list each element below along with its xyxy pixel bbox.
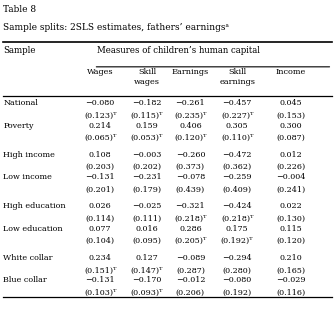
Text: −0.029: −0.029 — [276, 276, 305, 284]
Text: −0.131: −0.131 — [86, 276, 115, 284]
Text: National: National — [3, 99, 38, 108]
Text: (0.218)ᵀ: (0.218)ᵀ — [221, 215, 254, 223]
Text: (0.362): (0.362) — [222, 163, 252, 171]
Text: −0.472: −0.472 — [222, 151, 252, 159]
Text: (0.192): (0.192) — [222, 289, 252, 297]
Text: (0.202): (0.202) — [132, 163, 162, 171]
Text: −0.080: −0.080 — [222, 276, 252, 284]
Text: (0.280): (0.280) — [223, 266, 252, 274]
Text: (0.095): (0.095) — [133, 237, 161, 245]
Text: Low education: Low education — [3, 225, 63, 233]
Text: (0.123)ᵀ: (0.123)ᵀ — [84, 112, 117, 120]
Text: (0.120): (0.120) — [276, 237, 305, 245]
Text: −0.294: −0.294 — [222, 254, 252, 262]
Text: Low income: Low income — [3, 173, 52, 181]
Text: (0.104): (0.104) — [86, 237, 115, 245]
Text: −0.182: −0.182 — [132, 99, 162, 108]
Text: −0.089: −0.089 — [176, 254, 205, 262]
Text: −0.260: −0.260 — [176, 151, 205, 159]
Text: Wages: Wages — [87, 68, 114, 77]
Text: 0.127: 0.127 — [136, 254, 158, 262]
Text: White collar: White collar — [3, 254, 53, 262]
Text: (0.205)ᵀ: (0.205)ᵀ — [174, 237, 206, 245]
Text: High education: High education — [3, 202, 66, 211]
Text: Skill
wages: Skill wages — [134, 68, 160, 86]
Text: 0.012: 0.012 — [279, 151, 302, 159]
Text: (0.153): (0.153) — [276, 112, 305, 120]
Text: 0.234: 0.234 — [89, 254, 112, 262]
Text: Blue collar: Blue collar — [3, 276, 47, 284]
Text: 0.210: 0.210 — [279, 254, 302, 262]
Text: −0.259: −0.259 — [222, 173, 252, 181]
Text: −0.457: −0.457 — [222, 99, 252, 108]
Text: Sample splits: 2SLS estimates, fathers’ earningsᵃ: Sample splits: 2SLS estimates, fathers’ … — [3, 23, 229, 32]
Text: 0.175: 0.175 — [226, 225, 248, 233]
Text: Earnings: Earnings — [172, 68, 209, 77]
Text: −0.025: −0.025 — [132, 202, 162, 211]
Text: (0.065)ᵀ: (0.065)ᵀ — [84, 134, 116, 142]
Text: 0.286: 0.286 — [179, 225, 202, 233]
Text: (0.206): (0.206) — [176, 289, 205, 297]
Text: 0.406: 0.406 — [179, 122, 202, 130]
Text: (0.053)ᵀ: (0.053)ᵀ — [131, 134, 163, 142]
Text: (0.439): (0.439) — [176, 185, 205, 194]
Text: (0.111): (0.111) — [132, 215, 162, 223]
Text: (0.287): (0.287) — [176, 266, 205, 274]
Text: Table 8: Table 8 — [3, 5, 36, 14]
Text: 0.300: 0.300 — [279, 122, 302, 130]
Text: 0.115: 0.115 — [279, 225, 302, 233]
Text: (0.151)ᵀ: (0.151)ᵀ — [84, 266, 117, 274]
Text: High income: High income — [3, 151, 55, 159]
Text: (0.241): (0.241) — [276, 185, 305, 194]
Text: (0.116): (0.116) — [276, 289, 305, 297]
Text: (0.192)ᵀ: (0.192)ᵀ — [221, 237, 254, 245]
Text: (0.130): (0.130) — [276, 215, 305, 223]
Text: −0.078: −0.078 — [176, 173, 205, 181]
Text: −0.231: −0.231 — [132, 173, 162, 181]
Text: 0.077: 0.077 — [89, 225, 112, 233]
Text: −0.424: −0.424 — [222, 202, 252, 211]
Text: (0.373): (0.373) — [176, 163, 205, 171]
Text: 0.214: 0.214 — [89, 122, 112, 130]
Text: −0.131: −0.131 — [86, 173, 115, 181]
Text: −0.004: −0.004 — [276, 173, 305, 181]
Text: −0.261: −0.261 — [176, 99, 205, 108]
Text: −0.003: −0.003 — [132, 151, 162, 159]
Text: 0.159: 0.159 — [136, 122, 158, 130]
Text: −0.080: −0.080 — [86, 99, 115, 108]
Text: 0.108: 0.108 — [89, 151, 112, 159]
Text: Measures of children’s human capital: Measures of children’s human capital — [97, 46, 260, 55]
Text: (0.115)ᵀ: (0.115)ᵀ — [131, 112, 163, 120]
Text: (0.226): (0.226) — [276, 163, 305, 171]
Text: (0.409): (0.409) — [222, 185, 252, 194]
Text: (0.093)ᵀ: (0.093)ᵀ — [131, 289, 163, 297]
Text: −0.321: −0.321 — [176, 202, 205, 211]
Text: −0.170: −0.170 — [132, 276, 162, 284]
Text: (0.235)ᵀ: (0.235)ᵀ — [174, 112, 207, 120]
Text: (0.110)ᵀ: (0.110)ᵀ — [221, 134, 254, 142]
Text: (0.227)ᵀ: (0.227)ᵀ — [221, 112, 254, 120]
Text: Skill
earnings: Skill earnings — [219, 68, 255, 86]
Text: 0.026: 0.026 — [89, 202, 112, 211]
Text: (0.179): (0.179) — [132, 185, 162, 194]
Text: 0.045: 0.045 — [279, 99, 302, 108]
Text: Income: Income — [276, 68, 306, 77]
Text: 0.022: 0.022 — [279, 202, 302, 211]
Text: (0.165): (0.165) — [276, 266, 305, 274]
Text: −0.012: −0.012 — [176, 276, 205, 284]
Text: Sample: Sample — [3, 46, 36, 55]
Text: (0.120)ᵀ: (0.120)ᵀ — [174, 134, 207, 142]
Text: (0.218)ᵀ: (0.218)ᵀ — [174, 215, 207, 223]
Text: Poverty: Poverty — [3, 122, 34, 130]
Text: (0.103)ᵀ: (0.103)ᵀ — [84, 289, 117, 297]
Text: (0.147)ᵀ: (0.147)ᵀ — [131, 266, 163, 274]
Text: (0.203): (0.203) — [86, 163, 115, 171]
Text: (0.087): (0.087) — [276, 134, 305, 142]
Text: 0.305: 0.305 — [226, 122, 248, 130]
Text: (0.114): (0.114) — [86, 215, 115, 223]
Text: 0.016: 0.016 — [136, 225, 158, 233]
Text: (0.201): (0.201) — [86, 185, 115, 194]
